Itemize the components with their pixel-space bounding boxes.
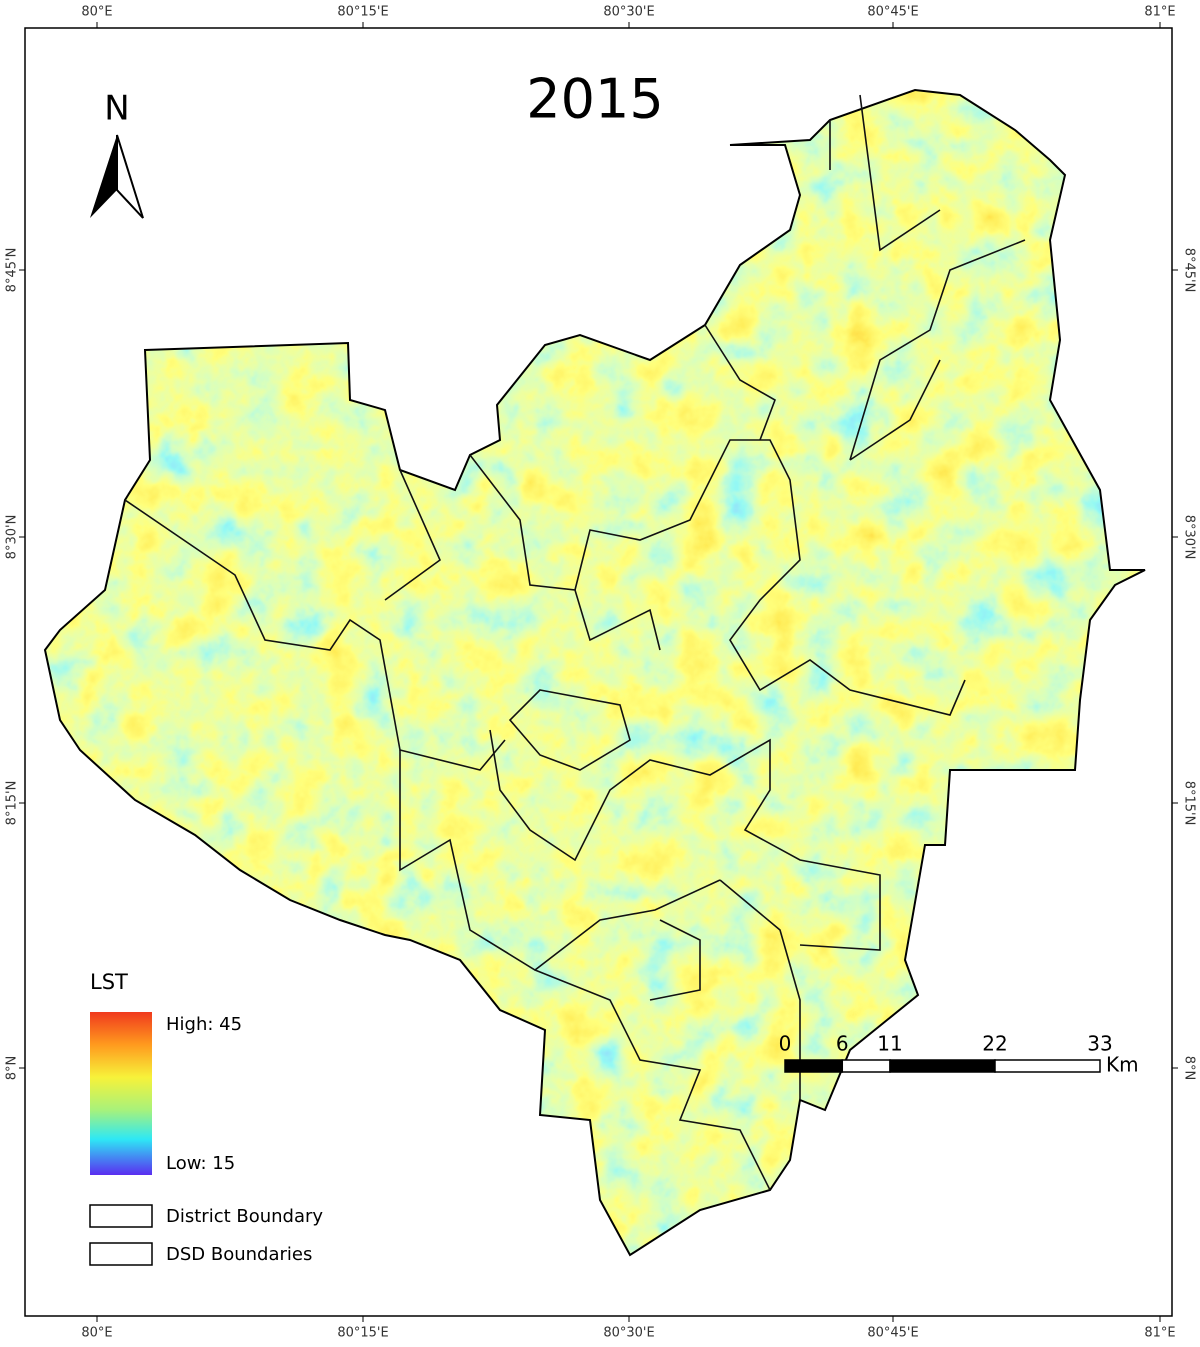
lon-label: 80°15'E	[337, 5, 388, 20]
legend-swatch	[89, 1204, 153, 1228]
scale-label: 33	[1087, 1032, 1112, 1056]
north-arrow: N	[90, 89, 144, 219]
scale-segment	[889, 1059, 996, 1073]
lat-label: 8°N	[5, 1056, 20, 1081]
legend-title: LST	[90, 970, 128, 994]
lat-label: 8°N	[1182, 1056, 1197, 1081]
scale-segment	[994, 1059, 1101, 1073]
lon-label: 80°30'E	[603, 5, 654, 20]
lat-label: 8°30'N	[5, 515, 20, 560]
lon-label: 80°E	[81, 1326, 112, 1341]
lat-label: 8°30'N	[1182, 515, 1197, 560]
scale-label: 11	[877, 1032, 902, 1056]
lat-label: 8°45'N	[5, 248, 20, 293]
north-label: N	[104, 89, 129, 129]
lon-label: 80°45'E	[867, 5, 918, 20]
dsd-boundaries	[124, 94, 1026, 1191]
lat-label: 8°15'N	[5, 781, 20, 826]
legend-item: DSD Boundaries	[166, 1244, 312, 1265]
lon-label: 80°E	[81, 5, 112, 20]
legend-item: District Boundary	[166, 1206, 323, 1227]
lon-label: 81°E	[1144, 1326, 1175, 1341]
lat-label: 8°45'N	[1182, 248, 1197, 293]
graticule-labels: 80°E 80°15'E 80°30'E 80°45'E 81°E 80°E 80°15'E…	[5, 5, 1197, 1341]
scale-label: 6	[836, 1032, 849, 1056]
district-boundary	[43, 88, 1146, 1257]
scale-segment	[784, 1059, 844, 1073]
legend-ramp	[90, 1012, 152, 1175]
legend: LST High: 45 Low: 15 District Boundary D…	[89, 970, 323, 1266]
scale-segment	[841, 1059, 891, 1073]
scale-unit: Km	[1106, 1053, 1139, 1077]
lon-label: 80°45'E	[867, 1326, 918, 1341]
map-title: 2015	[526, 68, 663, 131]
lon-label: 81°E	[1144, 5, 1175, 20]
legend-high: High: 45	[166, 1014, 242, 1035]
lon-label: 80°15'E	[337, 1326, 388, 1341]
scale-label: 22	[982, 1032, 1007, 1056]
lon-label: 80°30'E	[603, 1326, 654, 1341]
lat-label: 8°15'N	[1182, 781, 1197, 826]
legend-low: Low: 15	[166, 1153, 235, 1174]
scale-label: 0	[779, 1032, 792, 1056]
legend-swatch	[89, 1242, 153, 1266]
